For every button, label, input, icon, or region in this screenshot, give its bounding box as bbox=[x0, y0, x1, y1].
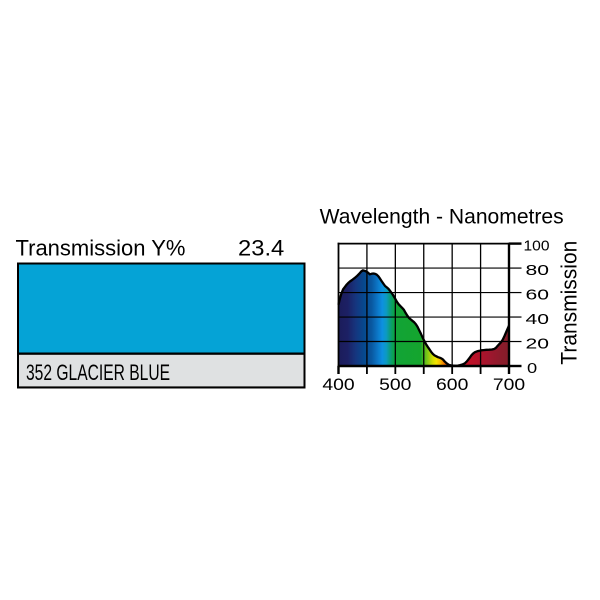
svg-text:Transmission: Transmission bbox=[557, 241, 582, 365]
svg-text:352 GLACIER BLUE: 352 GLACIER BLUE bbox=[26, 360, 170, 385]
svg-text:23.4: 23.4 bbox=[238, 235, 284, 260]
svg-text:700: 700 bbox=[493, 375, 525, 394]
svg-text:600: 600 bbox=[436, 375, 468, 394]
svg-text:60: 60 bbox=[526, 286, 550, 303]
svg-text:0: 0 bbox=[527, 359, 537, 376]
svg-text:400: 400 bbox=[322, 375, 354, 394]
svg-text:40: 40 bbox=[526, 311, 550, 328]
svg-text:80: 80 bbox=[526, 262, 550, 279]
svg-text:20: 20 bbox=[526, 335, 550, 352]
svg-text:Wavelength - Nanometres: Wavelength - Nanometres bbox=[320, 206, 564, 229]
svg-text:Transmission Y%: Transmission Y% bbox=[16, 235, 186, 260]
svg-text:100: 100 bbox=[524, 238, 550, 255]
svg-text:500: 500 bbox=[379, 375, 411, 394]
